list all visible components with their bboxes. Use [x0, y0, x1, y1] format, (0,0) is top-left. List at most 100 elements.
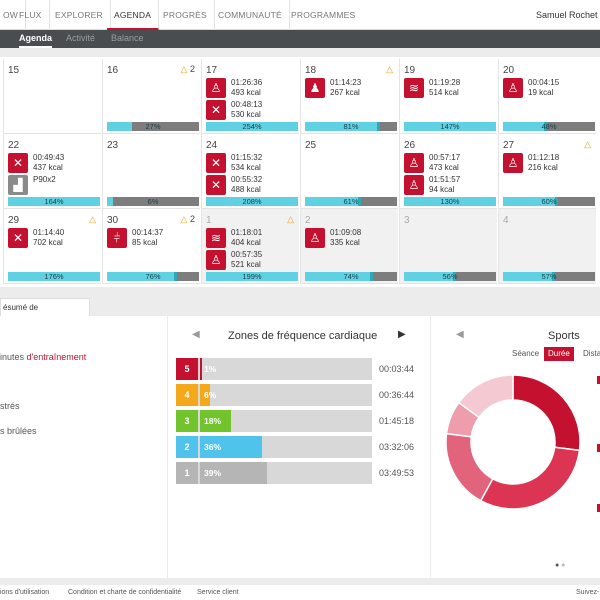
zone-percent: 36%: [204, 442, 222, 452]
top-navigation: OW FLUX EXPLORER AGENDA PROGRÈS COMMUNAU…: [0, 0, 600, 30]
prev-arrow-icon[interactable]: ◀: [192, 329, 200, 340]
zone-number: 3: [176, 410, 198, 432]
nav-item-ow[interactable]: OW: [0, 0, 27, 30]
standing-activity-icon: ♙: [206, 250, 226, 270]
calendar-day[interactable]: 29 △ ✕ 01:14:40 702 kcal 176%: [3, 209, 101, 284]
activity-entry[interactable]: ▟ P90x2: [8, 174, 100, 196]
sports-donut-chart: [445, 374, 581, 510]
tab-agenda[interactable]: Agenda: [19, 30, 53, 48]
calendar-day[interactable]: 18 △ ♟ 01:14:23 267 kcal 81%: [300, 59, 398, 134]
activity-calories: 437 kcal: [33, 163, 63, 172]
calendar-day[interactable]: 4 57%: [498, 209, 596, 284]
activity-entry[interactable]: ♙ 00:57:17 473 kcal: [404, 152, 496, 174]
activity-entry[interactable]: ♙ 01:51:57 94 kcal: [404, 174, 496, 196]
daily-goal-percent: 76%: [145, 272, 161, 281]
activity-duration: 01:14:40: [33, 228, 65, 237]
activity-entry[interactable]: ♙ 01:09:08 335 kcal: [305, 227, 397, 249]
calendar-day[interactable]: 27 △ ♙ 01:12:18 216 kcal 60%: [498, 134, 596, 209]
daily-goal-progress-bar: 74%: [305, 272, 397, 281]
calendar-day[interactable]: 23 6%: [102, 134, 200, 209]
nav-item-flux[interactable]: FLUX: [12, 0, 50, 30]
activity-entry[interactable]: ✕ 00:48:13 530 kcal: [206, 99, 298, 121]
next-arrow-icon[interactable]: ▶: [398, 329, 406, 340]
calendar-day[interactable]: 24 ✕ 01:15:32 534 kcal ✕ 00:55:32 488 kcal 208%: [201, 134, 299, 209]
zone-number: 5: [176, 358, 198, 380]
tab-seance[interactable]: Séance: [512, 349, 540, 358]
activity-entry[interactable]: ✕ 01:14:40 702 kcal: [8, 227, 100, 249]
award-icon[interactable]: △: [386, 64, 393, 74]
activity-entry[interactable]: ♟ 01:14:23 267 kcal: [305, 77, 397, 99]
activity-duration: 01:19:28: [429, 78, 461, 87]
activity-duration: 01:12:18: [528, 153, 560, 162]
activity-calories: 493 kcal: [231, 88, 261, 97]
activity-duration: 00:57:35: [231, 250, 263, 259]
calendar-day[interactable]: 19 ≋ 01:19:28 514 kcal 147%: [399, 59, 497, 134]
tab-balance[interactable]: Balance: [111, 33, 144, 43]
activity-entry[interactable]: ♙ 01:12:18 216 kcal: [503, 152, 595, 174]
day-number: 18: [305, 65, 317, 76]
activity-duration: 00:55:32: [231, 175, 263, 184]
award-icon[interactable]: △: [287, 214, 294, 224]
calendar-day[interactable]: 30 △ 2 ⫩ 00:14:37 85 kcal 76%: [102, 209, 200, 284]
sub-navigation: Agenda Activité Balance: [0, 30, 600, 48]
donut-slice[interactable]: [512, 374, 581, 452]
legend-marker: [597, 504, 600, 512]
nav-item-explorer[interactable]: EXPLORER: [48, 0, 111, 30]
calendar-day[interactable]: 17 ♙ 01:26:36 493 kcal ✕ 00:48:13 530 kcal 254%: [201, 59, 299, 134]
daily-goal-percent: 130%: [440, 197, 460, 206]
zone-time: 00:36:44: [379, 390, 415, 400]
award-icon[interactable]: △ 2: [180, 214, 195, 224]
daily-goal-percent: 254%: [242, 122, 262, 131]
activity-entry[interactable]: ✕ 01:15:32 534 kcal: [206, 152, 298, 174]
daily-goal-progress-bar: 60%: [503, 197, 595, 206]
donut-slice[interactable]: [479, 446, 581, 510]
calendar-day[interactable]: 25 61%: [300, 134, 398, 209]
activity-entry[interactable]: ♙ 01:26:36 493 kcal: [206, 77, 298, 99]
activity-entry[interactable]: ✕ 00:49:43 437 kcal: [8, 152, 100, 174]
donut-slice[interactable]: [445, 432, 494, 502]
daily-goal-progress-bar: 130%: [404, 197, 496, 206]
footer-link-terms[interactable]: tions d'utilisation: [0, 589, 50, 596]
calendar-grid: 15 16 △ 2 27% 17 ♙ 01:26:36 493 kcal ✕ 00:48:13 53…: [0, 57, 600, 287]
tab-distance[interactable]: Dista: [583, 349, 600, 358]
calendar-day[interactable]: 2 ♙ 01:09:08 335 kcal 74%: [300, 209, 398, 284]
award-icon[interactable]: △: [584, 139, 591, 149]
tab-duree[interactable]: Durée: [544, 347, 574, 361]
footer-link-privacy[interactable]: Condition et charte de confidentialité: [68, 589, 182, 596]
activity-entry[interactable]: ♙ 00:04:15 19 kcal: [503, 77, 595, 99]
footer-link-support[interactable]: Service client: [197, 589, 239, 596]
activity-duration: 00:57:17: [429, 153, 461, 162]
daily-goal-percent: 147%: [440, 122, 460, 131]
award-icon[interactable]: △: [89, 214, 96, 224]
calendar-day[interactable]: 1 △ ≋ 01:18:01 404 kcal ♙ 00:57:35 521 kcal 199…: [201, 209, 299, 284]
nav-item-agenda[interactable]: AGENDA: [107, 0, 160, 30]
calendar-day[interactable]: 22 ✕ 00:49:43 437 kcal ▟ P90x2 164%: [3, 134, 101, 209]
calendar-day[interactable]: 26 ♙ 00:57:17 473 kcal ♙ 01:51:57 94 kcal 130%: [399, 134, 497, 209]
activity-entry[interactable]: ♙ 00:57:35 521 kcal: [206, 249, 298, 271]
tab-training-summary[interactable]: ésumé de l'entraînement: [0, 298, 90, 330]
footer-link-follow[interactable]: Suivez-: [576, 589, 600, 596]
activity-calories: 85 kcal: [132, 238, 158, 247]
calendar-day[interactable]: 20 ♙ 00:04:15 19 kcal 48%: [498, 59, 596, 134]
donut-slice[interactable]: [457, 374, 514, 419]
carousel-dots[interactable]: ● ●: [555, 562, 566, 569]
calendar-day[interactable]: 15: [3, 59, 101, 134]
activity-entry[interactable]: ≋ 01:18:01 404 kcal: [206, 227, 298, 249]
day-number: 1: [206, 215, 212, 226]
activity-entry[interactable]: ⫩ 00:14:37 85 kcal: [107, 227, 199, 249]
tab-activite[interactable]: Activité: [66, 33, 96, 43]
nav-item-communaute[interactable]: COMMUNAUTÉ: [211, 0, 290, 30]
nav-item-programmes[interactable]: PROGRAMMES: [291, 10, 356, 20]
calendar-day[interactable]: 3 56%: [399, 209, 497, 284]
award-icon[interactable]: △ 2: [180, 64, 195, 74]
nav-item-progres[interactable]: PROGRÈS: [156, 0, 215, 30]
calendar-day[interactable]: 16 △ 2 27%: [102, 59, 200, 134]
day-number: 24: [206, 140, 218, 151]
prev-arrow-icon[interactable]: ◀: [456, 329, 464, 340]
day-number: 2: [305, 215, 311, 226]
activity-calories: 702 kcal: [33, 238, 63, 247]
activity-entry[interactable]: ✕ 00:55:32 488 kcal: [206, 174, 298, 196]
activity-entry[interactable]: ≋ 01:19:28 514 kcal: [404, 77, 496, 99]
user-name[interactable]: Samuel Rochet: [536, 10, 598, 20]
zone-percent: 18%: [204, 416, 222, 426]
